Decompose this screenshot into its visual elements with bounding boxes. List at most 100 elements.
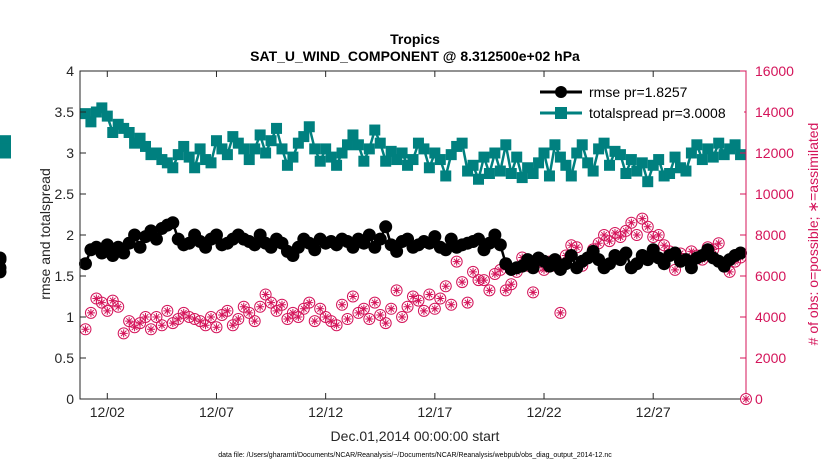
obs-assimilated-marker	[267, 298, 276, 307]
obs-possible-marker	[84, 306, 97, 319]
x-axis-label: Dec.01,2014 00:00:00 start	[331, 428, 500, 444]
obs-assimilated-marker	[616, 233, 625, 242]
rmse-point	[488, 228, 502, 242]
totalspread-point	[287, 151, 299, 163]
totalspread-point	[576, 139, 588, 151]
obs-possible-marker	[161, 304, 174, 317]
obs-assimilated-marker	[425, 290, 434, 299]
obs-assimilated-marker	[179, 308, 188, 317]
obs-point	[341, 313, 354, 326]
obs-possible-marker	[259, 288, 272, 301]
totalspread-point	[718, 149, 730, 161]
obs-assimilated-marker	[103, 306, 112, 315]
obs-assimilated-marker	[239, 302, 248, 311]
x-tick-label: 12/02	[90, 404, 125, 420]
rmse-point	[493, 238, 507, 252]
obs-possible-marker	[0, 238, 6, 249]
obs-point	[357, 302, 370, 315]
obs-assimilated-marker	[272, 306, 281, 315]
y2-tick-label: 14000	[755, 104, 794, 120]
obs-assimilated-marker	[447, 300, 456, 309]
obs-possible-marker	[357, 302, 370, 315]
obs-possible-marker	[390, 284, 403, 297]
obs-point	[336, 298, 349, 311]
obs-assimilated-marker	[365, 315, 374, 324]
totalspread-point	[123, 127, 135, 138]
totalspread-point	[172, 149, 184, 161]
obs-assimilated-marker	[370, 298, 379, 307]
totalspread-point	[565, 170, 577, 182]
totalspread-point	[183, 151, 195, 163]
obs-point	[439, 280, 452, 293]
obs-point	[275, 298, 288, 311]
obs-possible-marker	[385, 302, 398, 315]
obs-possible-marker	[439, 280, 452, 293]
obs-possible-marker	[117, 327, 130, 340]
totalspread-point	[729, 139, 741, 151]
obs-possible-marker	[346, 290, 359, 303]
obs-assimilated-marker	[97, 298, 106, 307]
totalspread-point	[347, 129, 359, 141]
obs-point	[292, 311, 305, 323]
obs-possible-marker	[712, 237, 725, 250]
totalspread-point	[614, 149, 626, 161]
obs-point	[636, 212, 649, 225]
rmse-point	[0, 265, 7, 279]
obs-assimilated-marker	[452, 257, 461, 266]
x-tick-label: 12/17	[417, 404, 452, 420]
obs-possible-marker	[248, 315, 261, 328]
totalspread-series	[0, 102, 747, 188]
totalspread-point	[429, 147, 441, 159]
totalspread-point	[522, 162, 534, 174]
totalspread-point	[0, 135, 11, 147]
obs-assimilated-marker	[403, 302, 412, 311]
totalspread-point	[423, 162, 435, 174]
obs-point	[303, 296, 316, 309]
obs-assimilated-marker	[409, 292, 417, 301]
obs-point	[428, 302, 441, 315]
obs-point	[101, 304, 114, 317]
obs-assimilated-marker	[201, 321, 210, 330]
y-tick-label: 1	[66, 309, 74, 325]
totalspread-point	[232, 137, 244, 149]
totalspread-point	[538, 147, 550, 159]
obs-assimilated-marker	[217, 310, 226, 319]
obs-point	[265, 296, 278, 309]
obs-assimilated-marker	[671, 265, 680, 274]
obs-assimilated-marker	[125, 317, 134, 326]
rmse-point	[248, 238, 262, 252]
y-tick-label: 2	[66, 227, 74, 243]
obs-point	[199, 319, 212, 332]
totalspread-point	[489, 147, 501, 159]
obs-assimilated-marker	[81, 325, 90, 334]
obs-possible-marker	[101, 304, 114, 317]
obs-assimilated-marker	[299, 304, 308, 313]
legend-rmse-marker	[555, 86, 567, 98]
totalspread-point	[243, 154, 255, 166]
rmse-point	[133, 240, 147, 254]
obs-point	[248, 315, 261, 328]
obs-assimilated-marker	[261, 290, 270, 299]
x-tick-label: 12/22	[526, 404, 561, 420]
obs-point	[80, 323, 92, 336]
obs-possible-marker	[221, 304, 234, 317]
obs-point-end	[740, 393, 752, 405]
obs-point	[423, 288, 436, 301]
totalspread-point	[587, 165, 599, 177]
obs-point	[150, 311, 163, 323]
totalspread-point	[167, 162, 179, 174]
totalspread-point	[281, 159, 293, 171]
obs-point	[308, 315, 321, 328]
totalspread-point	[636, 157, 648, 169]
obs-possible-marker	[330, 319, 343, 332]
y2-tick-label: 4000	[755, 309, 786, 325]
obs-possible-marker	[336, 298, 349, 311]
totalspread-point	[483, 168, 495, 179]
x-tick-label: 12/27	[636, 404, 671, 420]
obs-assimilated-marker	[458, 278, 467, 287]
obs-point	[155, 319, 168, 332]
rmse-point	[128, 228, 142, 242]
totalspread-point	[533, 157, 545, 169]
rmse-point	[362, 228, 376, 242]
obs-possible-marker	[374, 308, 387, 321]
